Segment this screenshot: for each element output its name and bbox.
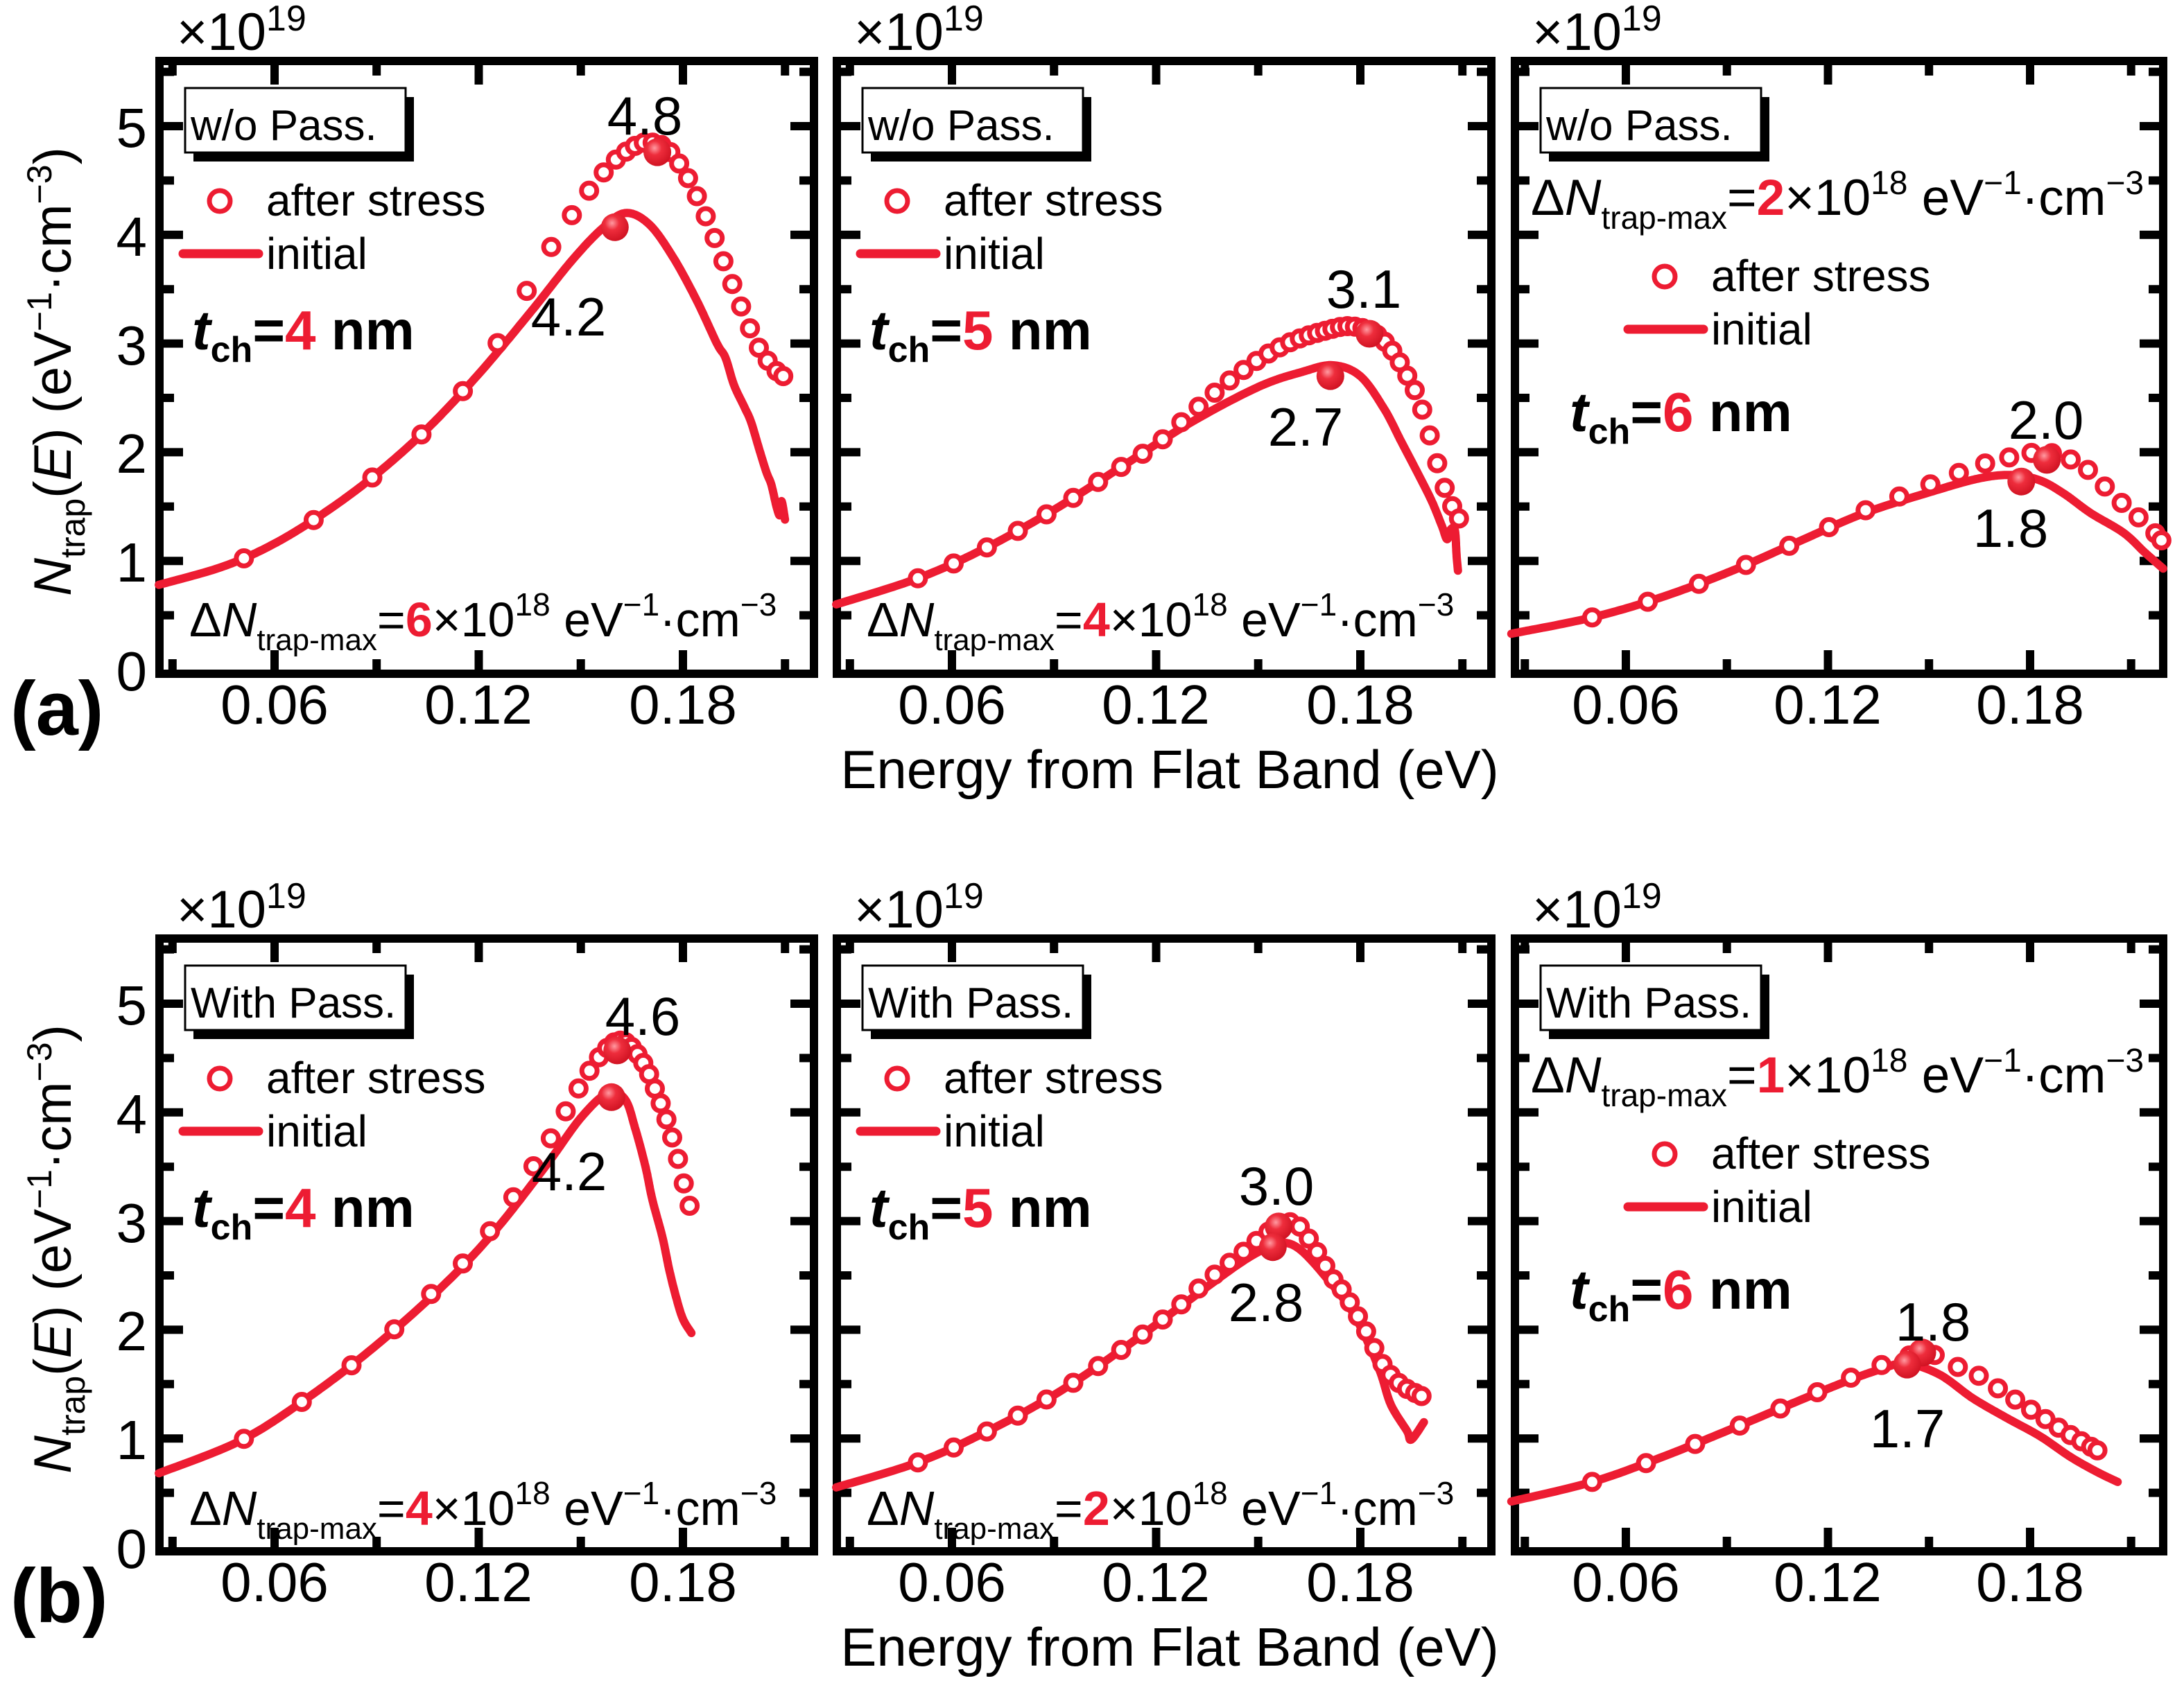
svg-text:4.2: 4.2 [531, 286, 606, 347]
svg-text:0.12: 0.12 [424, 1551, 532, 1613]
svg-text:tch=6 nm: tch=6 nm [1570, 381, 1792, 452]
svg-text:5: 5 [116, 97, 148, 159]
svg-text:0.06: 0.06 [220, 674, 329, 735]
svg-text:initial: initial [944, 229, 1045, 279]
svg-text:0.06: 0.06 [898, 674, 1006, 735]
svg-text:With Pass.: With Pass. [1546, 979, 1751, 1027]
svg-text:0: 0 [116, 1518, 148, 1580]
svg-text:0.12: 0.12 [1102, 1551, 1210, 1613]
svg-text:w/o Pass.: w/o Pass. [190, 102, 377, 150]
svg-text:0.12: 0.12 [424, 674, 532, 735]
svg-text:0.12: 0.12 [1774, 674, 1882, 735]
svg-text:ΔNtrap-max=6×1018 eV−1·cm−3: ΔNtrap-max=6×1018 eV−1·cm−3 [189, 586, 777, 657]
svg-text:×1019: ×1019 [854, 876, 984, 939]
svg-text:0.06: 0.06 [898, 1551, 1006, 1613]
svg-text:5: 5 [116, 975, 148, 1036]
svg-text:tch=5 nm: tch=5 nm [869, 1177, 1092, 1248]
svg-text:tch=4 nm: tch=4 nm [192, 1177, 415, 1248]
svg-text:Energy from Flat Band (eV): Energy from Flat Band (eV) [840, 739, 1498, 800]
svg-text:1: 1 [116, 1409, 148, 1471]
svg-text:after stress: after stress [1711, 1128, 1931, 1178]
svg-text:4.8: 4.8 [607, 85, 682, 146]
svg-text:tch=5 nm: tch=5 nm [869, 299, 1092, 370]
svg-text:tch=6 nm: tch=6 nm [1570, 1259, 1792, 1329]
svg-text:4: 4 [116, 206, 148, 268]
svg-text:1.8: 1.8 [1896, 1291, 1970, 1352]
svg-text:initial: initial [266, 1106, 367, 1156]
svg-text:1: 1 [116, 532, 148, 593]
svg-text:2.8: 2.8 [1229, 1272, 1303, 1333]
svg-text:×1019: ×1019 [177, 0, 306, 62]
svg-text:(a): (a) [10, 666, 103, 751]
svg-text:0.18: 0.18 [1306, 674, 1414, 735]
svg-text:0: 0 [116, 640, 148, 702]
svg-text:2.0: 2.0 [2009, 390, 2083, 451]
svg-text:0.18: 0.18 [1306, 1551, 1414, 1613]
svg-text:after stress: after stress [944, 175, 1163, 225]
svg-text:ΔNtrap-max=2×1018 eV−1·cm−3: ΔNtrap-max=2×1018 eV−1·cm−3 [1531, 165, 2144, 236]
svg-text:4.6: 4.6 [605, 986, 680, 1047]
svg-text:0.18: 0.18 [1976, 1551, 2084, 1613]
svg-text:3: 3 [116, 1192, 148, 1254]
svg-text:2.7: 2.7 [1268, 396, 1343, 457]
svg-text:ΔNtrap-max=4×1018 eV−1·cm−3: ΔNtrap-max=4×1018 eV−1·cm−3 [867, 586, 1454, 657]
svg-text:0.18: 0.18 [629, 1551, 737, 1613]
svg-text:initial: initial [944, 1106, 1045, 1156]
svg-text:With Pass.: With Pass. [868, 979, 1073, 1027]
svg-text:Energy from Flat Band (eV): Energy from Flat Band (eV) [840, 1616, 1498, 1677]
svg-text:0.12: 0.12 [1102, 674, 1210, 735]
svg-text:4: 4 [116, 1083, 148, 1145]
svg-text:3.1: 3.1 [1326, 259, 1401, 320]
svg-text:With Pass.: With Pass. [191, 979, 396, 1027]
svg-text:initial: initial [1711, 304, 1812, 354]
svg-text:1.8: 1.8 [1973, 498, 2048, 559]
svg-text:2: 2 [116, 1300, 148, 1362]
svg-text:w/o Pass.: w/o Pass. [867, 102, 1055, 150]
svg-text:2: 2 [116, 423, 148, 485]
svg-text:after stress: after stress [266, 175, 486, 225]
svg-text:initial: initial [266, 229, 367, 279]
svg-text:1.7: 1.7 [1870, 1398, 1945, 1459]
svg-text:(b): (b) [10, 1553, 107, 1639]
svg-text:after stress: after stress [944, 1053, 1163, 1103]
svg-text:3: 3 [116, 315, 148, 376]
svg-text:tch=4 nm: tch=4 nm [192, 299, 415, 370]
svg-text:w/o Pass.: w/o Pass. [1545, 102, 1733, 150]
svg-text:×1019: ×1019 [177, 876, 306, 939]
svg-text:after stress: after stress [266, 1053, 486, 1103]
svg-text:0.18: 0.18 [629, 674, 737, 735]
svg-text:initial: initial [1711, 1182, 1812, 1232]
svg-text:4.2: 4.2 [532, 1141, 607, 1202]
svg-text:3.0: 3.0 [1239, 1156, 1314, 1217]
svg-text:0.12: 0.12 [1774, 1551, 1882, 1613]
svg-text:0.06: 0.06 [1572, 674, 1680, 735]
svg-text:0.06: 0.06 [1572, 1551, 1680, 1613]
svg-text:0.18: 0.18 [1976, 674, 2084, 735]
svg-text:0.06: 0.06 [220, 1551, 329, 1613]
svg-text:after stress: after stress [1711, 251, 1931, 301]
